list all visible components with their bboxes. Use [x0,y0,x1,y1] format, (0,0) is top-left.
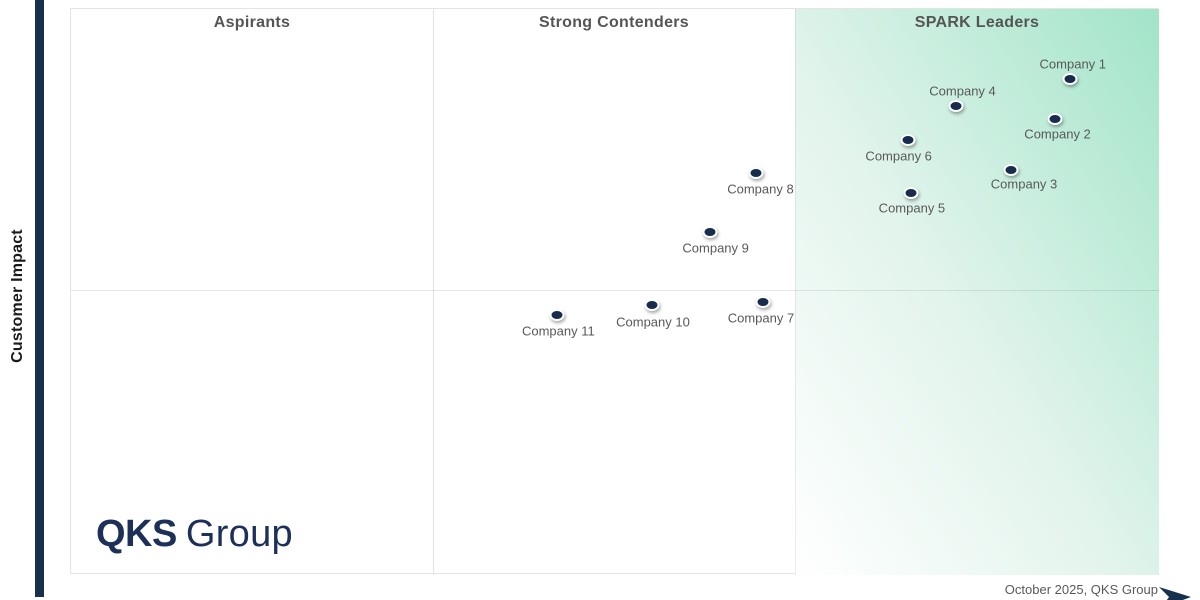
data-point-dot [1062,73,1078,86]
column-divider-1 [433,9,434,575]
data-point-label: Company 8 [727,181,794,197]
data-point-dot [1003,163,1019,176]
quadrant-label-aspirants: Aspirants [213,14,291,31]
spark-leaders-gradient-zone [795,9,1159,575]
plot-area: Aspirants Strong Contenders SPARK Leader… [70,8,1159,575]
data-point-dot [755,296,771,309]
data-point-dot [702,226,718,238]
quadrant-label-strong-contenders: Strong Contenders [539,14,689,31]
data-point-label: Company 1 [1039,56,1107,72]
quadrant-label-spark-leaders: SPARK Leaders [914,14,1040,31]
data-point-label: Company 6 [865,148,932,164]
data-point-label: Company 11 [521,323,595,339]
data-point-dot [948,99,964,112]
data-point-label: Company 9 [682,240,749,256]
qks-group-logo: QKS Group [96,512,293,556]
data-point-dot [644,299,660,312]
footnote-date: October 2025, QKS Group [1004,582,1158,597]
data-point-label: Company 2 [1024,126,1091,142]
midline [71,290,1159,291]
data-point-label: Company 4 [929,83,996,99]
data-point-dot [748,167,764,180]
y-axis-title: Customer Impact [9,229,26,363]
data-point-dot [549,309,565,322]
data-point-label: Company 10 [616,314,690,330]
data-point-label: Company 7 [727,310,795,326]
logo-text-group: Group [185,513,293,555]
data-point-dot [1047,112,1063,125]
column-divider-2 [795,9,796,575]
data-point-dot [900,133,916,146]
logo-text-qks: QKS [96,513,177,555]
data-point-label: Company 5 [878,200,946,216]
y-axis-bar [35,0,44,597]
data-point-dot [903,186,919,199]
x-axis-arrow-icon [1159,587,1191,600]
data-point-label: Company 3 [990,176,1058,192]
